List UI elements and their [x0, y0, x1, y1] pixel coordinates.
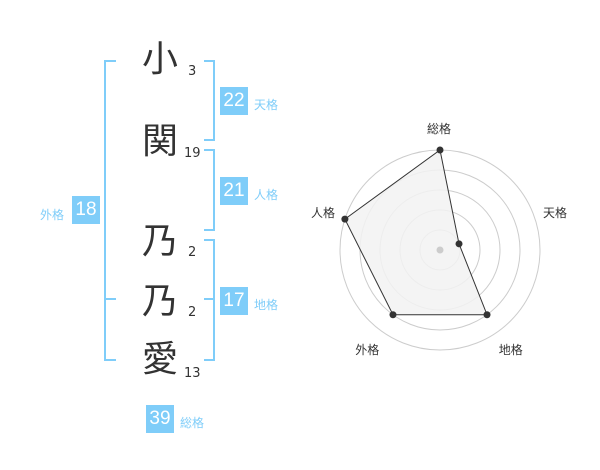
name-char: 乃 — [141, 221, 178, 262]
gaikaku-label: 外格 — [40, 208, 65, 222]
gaikaku-badge: 18 — [72, 196, 100, 224]
chikaku-label: 地格 — [254, 298, 279, 312]
radar-point — [436, 146, 444, 154]
stroke-count: 19 — [184, 146, 201, 161]
tenkaku-label: 天格 — [254, 98, 279, 112]
radar-point — [483, 311, 491, 319]
name-char: 関 — [141, 121, 178, 162]
radar-axis-label: 人格 — [310, 206, 335, 221]
stroke-count: 13 — [184, 366, 201, 381]
name-char: 愛 — [141, 339, 178, 380]
radar-polygon — [344, 149, 488, 316]
stroke-count: 3 — [188, 64, 197, 79]
radar-axis-label: 総格 — [427, 122, 452, 136]
soukaku-badge: 39 — [146, 405, 174, 433]
radar-axis-label: 地格 — [498, 342, 523, 357]
stroke-count: 2 — [188, 305, 197, 320]
radar-point — [341, 215, 349, 223]
name-char: 小 — [141, 39, 178, 80]
jinkaku-badge: 21 — [220, 177, 248, 205]
radar-point — [389, 311, 397, 319]
radar-axis-label: 天格 — [543, 206, 568, 221]
radar-axis-label: 外格 — [355, 342, 380, 357]
jinkaku-label: 人格 — [254, 188, 279, 202]
radar-center — [436, 246, 444, 254]
tenkaku-badge: 22 — [220, 87, 248, 115]
stroke-count: 2 — [188, 245, 197, 260]
chikaku-badge: 17 — [220, 287, 248, 315]
soukaku-label: 総格 — [180, 416, 205, 430]
radar-point — [455, 240, 463, 248]
name-char: 乃 — [141, 281, 178, 322]
